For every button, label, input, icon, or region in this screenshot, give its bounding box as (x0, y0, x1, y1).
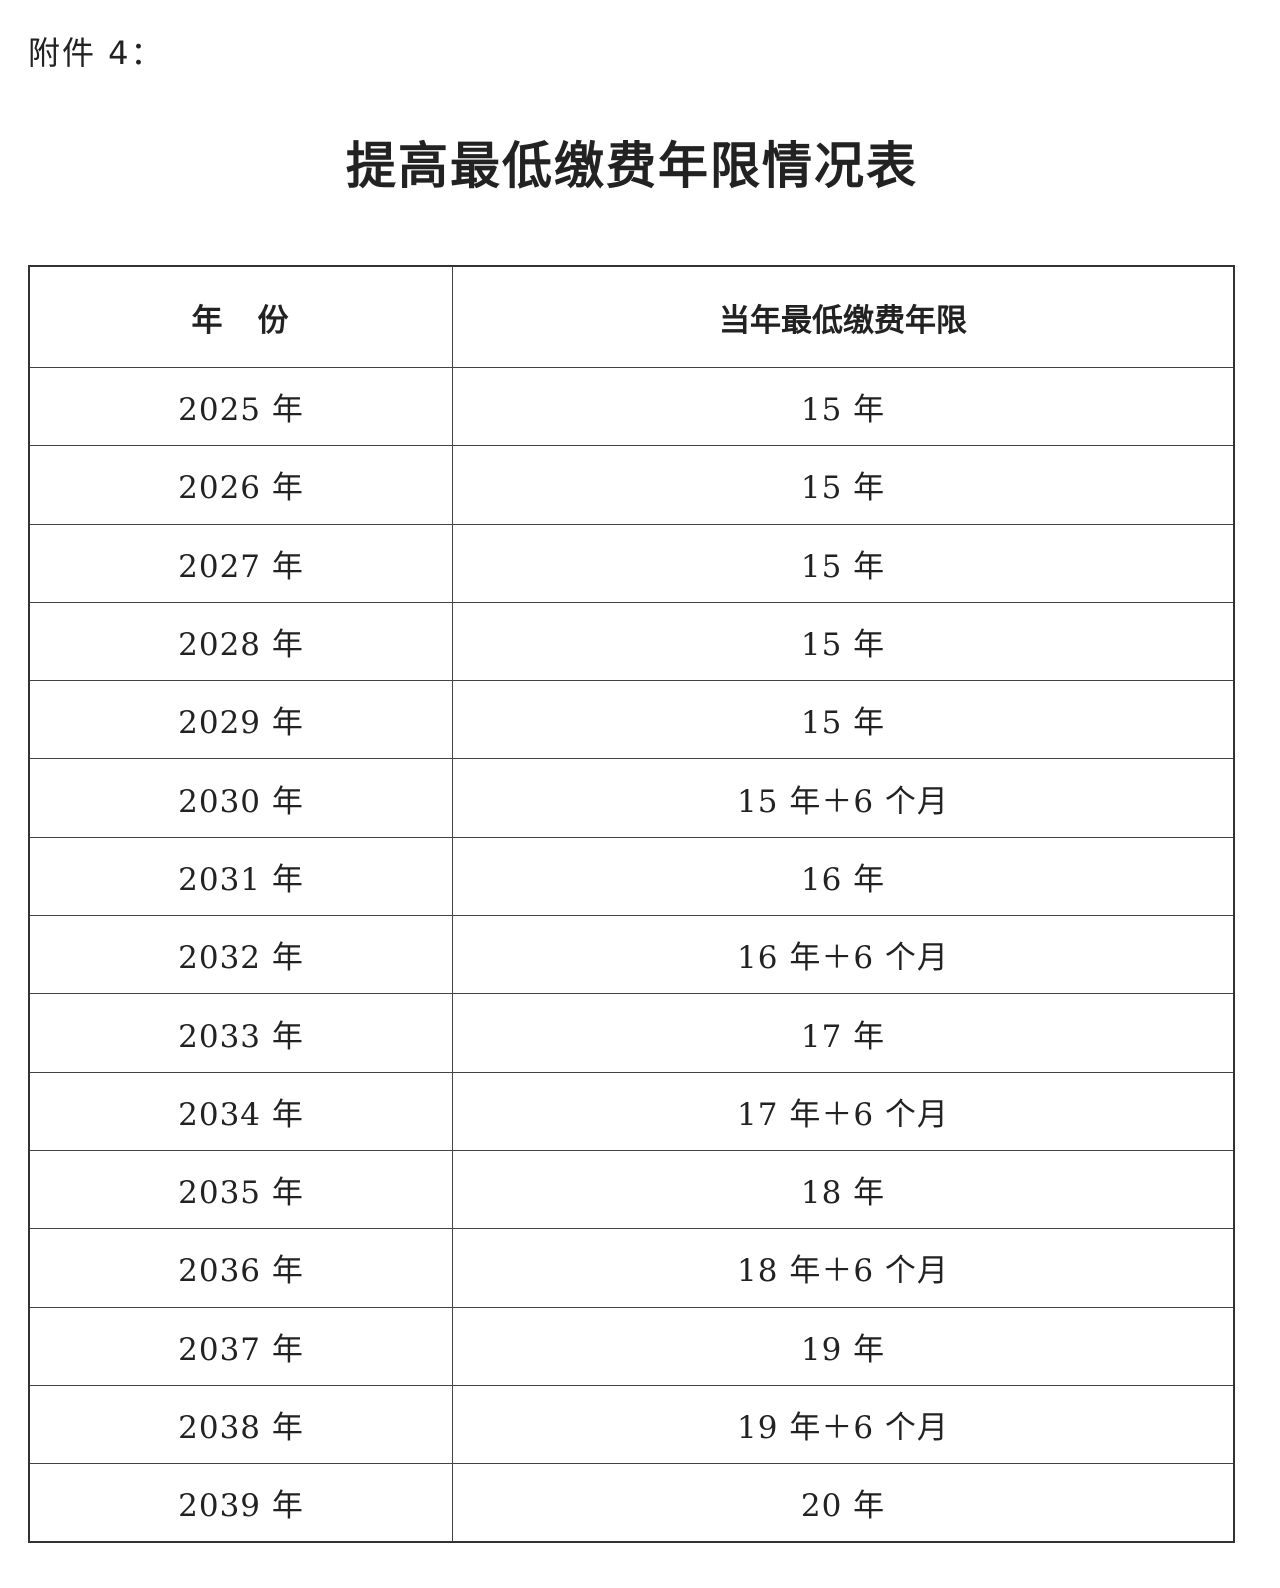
minimum-years-cell: 19 年 (452, 1306, 1235, 1386)
table-row: 2025 年 15 年 (28, 366, 1235, 447)
minimum-years-cell: 15 年 (452, 601, 1235, 682)
minimum-years-cell: 15 年 (452, 366, 1235, 447)
table-row: 2027 年 15 年 (28, 523, 1235, 603)
table-row: 2026 年 15 年 (28, 445, 1235, 525)
year-cell: 2035 年 (28, 1149, 453, 1230)
header-year: 年 份 (28, 265, 453, 368)
table-row: 2037 年 19 年 (28, 1306, 1235, 1386)
table-row: 2028 年 15 年 (28, 601, 1235, 682)
year-cell: 2034 年 (28, 1071, 453, 1151)
table-row: 2035 年 18 年 (28, 1149, 1235, 1230)
year-cell: 2030 年 (28, 758, 453, 838)
minimum-years-cell: 19 年＋6 个月 (452, 1384, 1235, 1465)
table-row: 2029 年 15 年 (28, 680, 1235, 760)
page-title: 提高最低缴费年限情况表 (346, 136, 918, 195)
minimum-years-cell: 15 年 (452, 445, 1235, 525)
attachment-label: 附件 4： (28, 34, 165, 72)
year-cell: 2039 年 (28, 1463, 453, 1543)
minimum-years-cell: 20 年 (452, 1463, 1235, 1543)
year-cell: 2033 年 (28, 993, 453, 1073)
minimum-years-cell: 16 年＋6 个月 (452, 915, 1235, 995)
minimum-years-cell: 17 年 (452, 993, 1235, 1073)
table-row: 2036 年 18 年＋6 个月 (28, 1228, 1235, 1308)
table-row: 2039 年 20 年 (28, 1463, 1235, 1543)
table-row: 2030 年 15 年＋6 个月 (28, 758, 1235, 838)
table-header-row: 年 份 当年最低缴费年限 (28, 265, 1235, 368)
table-row: 2032 年 16 年＋6 个月 (28, 915, 1235, 995)
year-cell: 2025 年 (28, 366, 453, 447)
minimum-years-cell: 16 年 (452, 836, 1235, 917)
minimum-years-cell: 18 年 (452, 1149, 1235, 1230)
minimum-years-cell: 15 年 (452, 680, 1235, 760)
year-cell: 2029 年 (28, 680, 453, 760)
year-cell: 2036 年 (28, 1228, 453, 1308)
table-row: 2031 年 16 年 (28, 836, 1235, 917)
minimum-years-cell: 15 年＋6 个月 (452, 758, 1235, 838)
year-cell: 2027 年 (28, 523, 453, 603)
year-cell: 2031 年 (28, 836, 453, 917)
table-row: 2038 年 19 年＋6 个月 (28, 1384, 1235, 1465)
minimum-years-cell: 18 年＋6 个月 (452, 1228, 1235, 1308)
year-cell: 2037 年 (28, 1306, 453, 1386)
table-row: 2034 年 17 年＋6 个月 (28, 1071, 1235, 1151)
header-minimum-years: 当年最低缴费年限 (452, 265, 1235, 368)
year-cell: 2028 年 (28, 601, 453, 682)
year-cell: 2026 年 (28, 445, 453, 525)
minimum-years-cell: 15 年 (452, 523, 1235, 603)
minimum-years-cell: 17 年＋6 个月 (452, 1071, 1235, 1151)
year-cell: 2032 年 (28, 915, 453, 995)
table-row: 2033 年 17 年 (28, 993, 1235, 1073)
year-cell: 2038 年 (28, 1384, 453, 1465)
